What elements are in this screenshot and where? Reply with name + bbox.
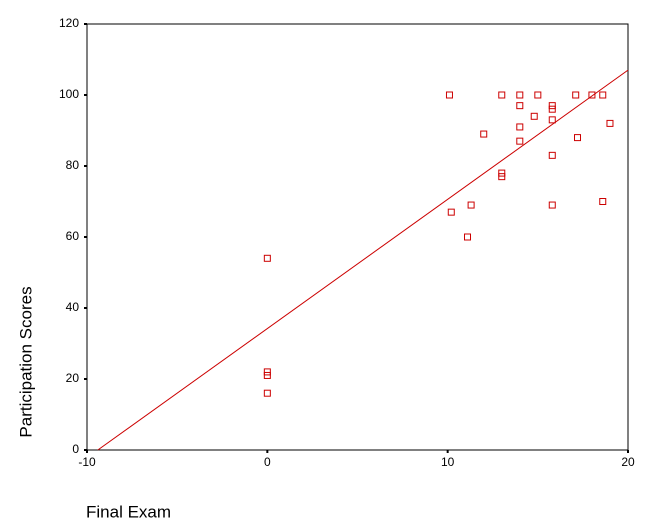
point [530, 112, 538, 120]
x-tick-label: 20 [621, 455, 635, 469]
point [498, 91, 506, 99]
y-axis-title: Participation Scores [16, 286, 35, 437]
point [516, 123, 524, 131]
y-tick-label: 0 [72, 442, 79, 456]
point [263, 254, 271, 262]
point [263, 368, 271, 376]
point [464, 233, 472, 241]
point [548, 102, 556, 110]
x-tick-label: 0 [264, 455, 271, 469]
y-tick-label: 120 [59, 16, 79, 30]
point [548, 105, 556, 113]
point [599, 198, 607, 205]
point [548, 151, 556, 159]
point [599, 91, 607, 99]
y-tick-label: 60 [66, 229, 80, 243]
x-tick-label: 10 [441, 455, 455, 469]
point [516, 137, 524, 145]
y-tick-label: 100 [59, 87, 79, 101]
point [263, 389, 271, 397]
point [263, 371, 271, 379]
point [534, 91, 542, 99]
x-tick-label: -10 [78, 455, 96, 469]
point [480, 130, 488, 138]
y-tick-label: 40 [66, 300, 80, 314]
point [606, 119, 614, 127]
point [498, 173, 506, 181]
y-tick-label: 80 [66, 158, 80, 172]
point [516, 91, 524, 99]
point [447, 208, 455, 216]
point [516, 102, 524, 110]
point [548, 201, 556, 209]
point [498, 169, 506, 177]
point [574, 134, 582, 142]
y-tick-label: 20 [66, 371, 80, 385]
point [548, 116, 556, 124]
trend-line [97, 69, 629, 451]
x-axis-title: Final Exam [86, 502, 171, 521]
point [445, 91, 453, 99]
point [467, 201, 475, 209]
point [588, 91, 596, 99]
point [572, 91, 580, 99]
